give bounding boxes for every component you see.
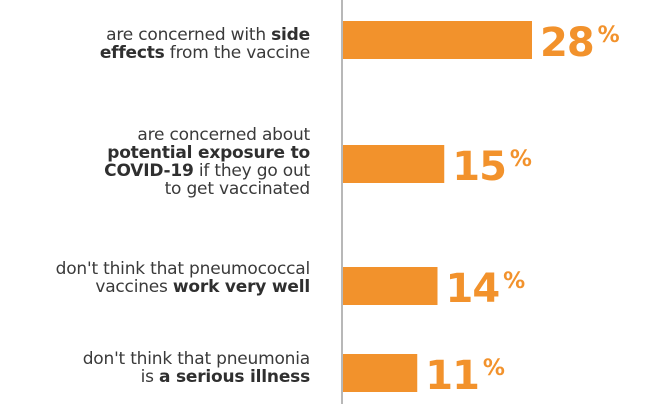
bar	[343, 267, 438, 305]
value-unit: %	[483, 356, 505, 381]
label-bold-text: potential exposure to	[107, 143, 310, 163]
label-bold-text: COVID-19	[104, 161, 194, 181]
label-text: are concerned about	[137, 125, 310, 145]
label-text: from the vaccine	[164, 43, 310, 63]
label-bold-text: work very well	[172, 277, 310, 297]
label-text: don't think that pneumonia	[82, 349, 310, 369]
axis-line	[341, 0, 343, 404]
label-bold-text: effects	[99, 43, 165, 63]
value-label: 15	[452, 144, 506, 190]
category-label: don't think that pneumococcal vaccines wo…	[55, 259, 311, 297]
value-unit: %	[503, 269, 525, 294]
label-text: if they go out	[193, 161, 310, 181]
category-label: are concerned about potential exposure to…	[104, 126, 310, 198]
value-unit: %	[510, 147, 532, 172]
bar	[343, 354, 418, 392]
category-label: are concerned with side effects from the …	[100, 26, 310, 62]
label-text: are concerned with	[106, 25, 272, 45]
label-text: is	[140, 367, 159, 387]
label-bold-text: side	[271, 25, 310, 45]
value-unit: %	[598, 23, 620, 48]
bar	[343, 145, 445, 183]
bar	[343, 21, 532, 59]
label-text: don't think that pneumococcal	[55, 259, 311, 279]
value-label: 28	[540, 20, 594, 66]
label-text: vaccines	[95, 277, 173, 297]
value-label: 14	[446, 266, 500, 312]
value-label: 11	[425, 353, 479, 399]
category-label: don't think that pneumonia is a serious i…	[83, 350, 310, 386]
label-bold-text: a serious illness	[158, 367, 310, 387]
label-text: to get vaccinated	[164, 179, 311, 199]
